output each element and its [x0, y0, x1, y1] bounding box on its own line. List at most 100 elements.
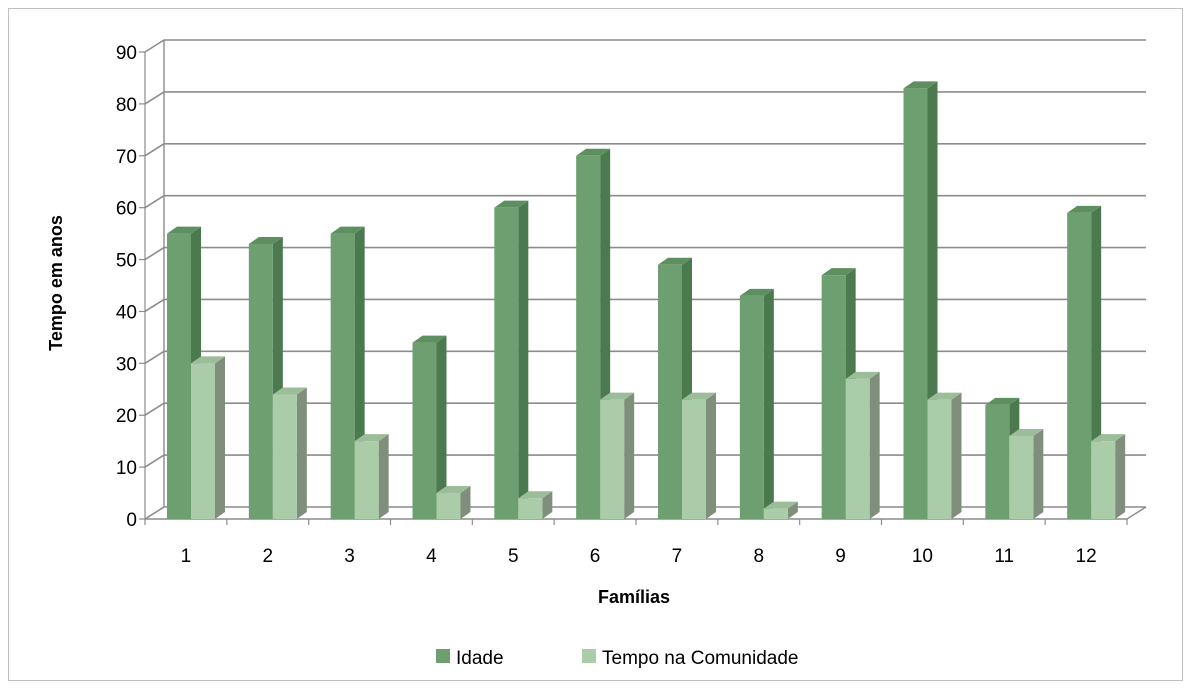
bar-top-face — [518, 491, 553, 499]
bar-top-face — [272, 387, 307, 395]
bars-layer — [167, 81, 1126, 520]
bar-top-face — [330, 226, 365, 234]
bar-top-face — [600, 392, 635, 400]
gridline — [144, 142, 1146, 157]
x-tick-label: 11 — [994, 546, 1014, 567]
bar-tempo-na-comunidade — [436, 486, 471, 519]
bar-side-face — [460, 486, 471, 519]
bar-front-face — [272, 394, 297, 519]
bar-top-face — [845, 371, 880, 379]
bar-side-face — [436, 335, 447, 519]
bar-front-face — [1009, 435, 1034, 519]
y-tick-label: 90 — [116, 43, 137, 64]
bar-tempo-na-comunidade — [354, 434, 389, 519]
bar-front-face — [518, 498, 543, 519]
bar-tempo-na-comunidade — [927, 392, 962, 519]
bar-front-face — [821, 275, 846, 519]
bar-side-face — [706, 392, 716, 519]
bar-top-face — [682, 392, 716, 400]
bar-side-face — [869, 371, 880, 519]
bar-front-face — [763, 508, 788, 519]
bar-idade — [1067, 205, 1102, 519]
bar-top-face — [436, 486, 471, 494]
floor-right-edge — [1126, 506, 1147, 520]
gridline — [144, 298, 1146, 313]
x-tick-label: 1 — [181, 546, 192, 567]
x-tick-label: 6 — [590, 546, 601, 567]
y-tick-label: 30 — [116, 354, 137, 375]
bar-side-face — [624, 392, 635, 519]
gridline — [144, 194, 1146, 209]
x-tick-label: 9 — [835, 546, 846, 567]
y-tick-label: 60 — [116, 199, 137, 220]
bar-side-face — [542, 491, 553, 519]
y-tick-label: 50 — [116, 251, 137, 272]
bar-front-face — [600, 399, 625, 519]
y-tick-label: 40 — [116, 302, 137, 323]
legend-label-idade: Idade — [456, 648, 504, 669]
bar-front-face — [576, 155, 601, 519]
bar-tempo-na-comunidade — [191, 356, 225, 519]
bar-front-face — [739, 295, 764, 519]
bar-front-face — [167, 233, 191, 519]
bar-top-face — [927, 392, 962, 400]
y-tick-label: 70 — [116, 147, 137, 168]
y-tick-label: 10 — [116, 458, 137, 479]
y-tick-label: 20 — [116, 406, 137, 427]
bar-tempo-na-comunidade — [1091, 434, 1126, 519]
bar-top-face — [1091, 434, 1126, 442]
bar-front-face — [903, 88, 928, 520]
bar-top-face — [821, 268, 856, 276]
bar-top-face — [1067, 205, 1102, 213]
bar-top-face — [903, 81, 938, 89]
x-tick-label: 7 — [672, 546, 683, 567]
bar-side-face — [296, 387, 307, 519]
bar-front-face — [354, 441, 379, 519]
gridline — [144, 91, 1146, 105]
bar-front-face — [658, 264, 682, 519]
bar-side-face — [1115, 434, 1126, 519]
bar-idade — [494, 200, 529, 519]
y-axis-title: Tempo em anos — [46, 215, 66, 351]
bar-front-face — [494, 207, 519, 519]
bar-top-face — [248, 236, 283, 244]
x-tick-label: 10 — [912, 546, 933, 567]
legend-swatch-idade — [436, 649, 450, 663]
bar-idade — [739, 288, 774, 519]
x-tick-label: 3 — [344, 546, 355, 567]
y-tick-label: 80 — [116, 95, 137, 116]
bar-side-face — [787, 501, 798, 519]
bar-tempo-na-comunidade — [518, 491, 553, 519]
x-tick-label: 8 — [753, 546, 764, 567]
bar-side-face — [1033, 428, 1044, 519]
bar-tempo-na-comunidade — [682, 392, 716, 519]
bar-front-face — [330, 233, 355, 519]
bar-front-face — [985, 404, 1010, 519]
bar-front-face — [436, 493, 461, 519]
gridline — [144, 246, 1146, 261]
legend-swatch-tempo-na-comunidade — [582, 649, 596, 663]
bar-front-face — [248, 243, 273, 519]
gridline — [144, 39, 1146, 53]
bar-front-face — [1091, 441, 1116, 519]
axis-layer — [139, 40, 1147, 525]
x-tick-label: 2 — [262, 546, 273, 567]
bar-front-face — [412, 342, 437, 519]
gridline — [144, 350, 1146, 365]
bar-front-face — [845, 378, 870, 519]
bar-side-face — [378, 434, 389, 519]
bar-top-face — [658, 257, 692, 265]
bar-top-face — [739, 288, 774, 296]
bar-top-face — [576, 148, 611, 156]
bar-front-face — [1067, 212, 1092, 519]
bar-tempo-na-comunidade — [600, 392, 635, 519]
bar-idade — [412, 335, 447, 519]
legend-label-tempo-na-comunidade: Tempo na Comunidade — [602, 648, 798, 669]
bar-tempo-na-comunidade — [272, 387, 307, 519]
bar-top-face — [1009, 428, 1044, 436]
bar-side-face — [215, 356, 225, 519]
bar-tempo-na-comunidade — [763, 501, 798, 519]
bar-top-face — [494, 200, 529, 208]
